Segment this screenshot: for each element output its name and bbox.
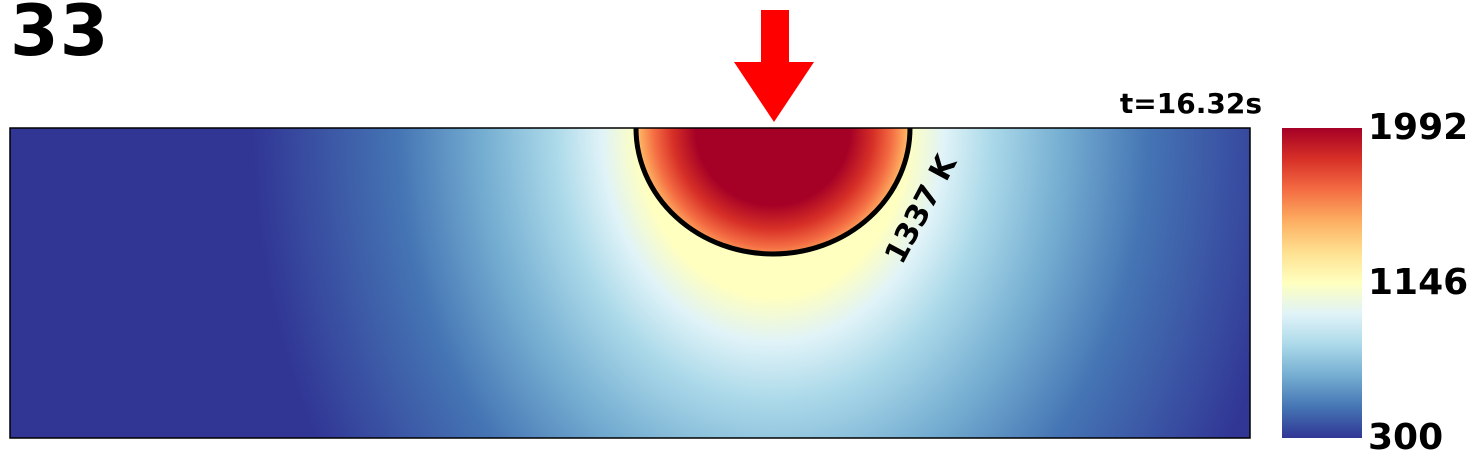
colorbar-tick-label: 1146 — [1368, 262, 1469, 303]
contour-line — [633, 127, 913, 257]
melt-pool — [636, 128, 910, 254]
time-label: t=16.32s — [1119, 87, 1262, 120]
colorbar-tick-label: 1992 — [1368, 107, 1469, 148]
frame-number: 33 — [10, 0, 110, 72]
laser-arrow-icon — [734, 10, 814, 122]
plot-frame — [9, 127, 1251, 439]
colorbar — [1282, 128, 1362, 438]
heatmap-gradient — [10, 128, 1250, 438]
colorbar-tick-label: 300 — [1368, 417, 1444, 458]
heatmap-field — [10, 128, 1250, 438]
